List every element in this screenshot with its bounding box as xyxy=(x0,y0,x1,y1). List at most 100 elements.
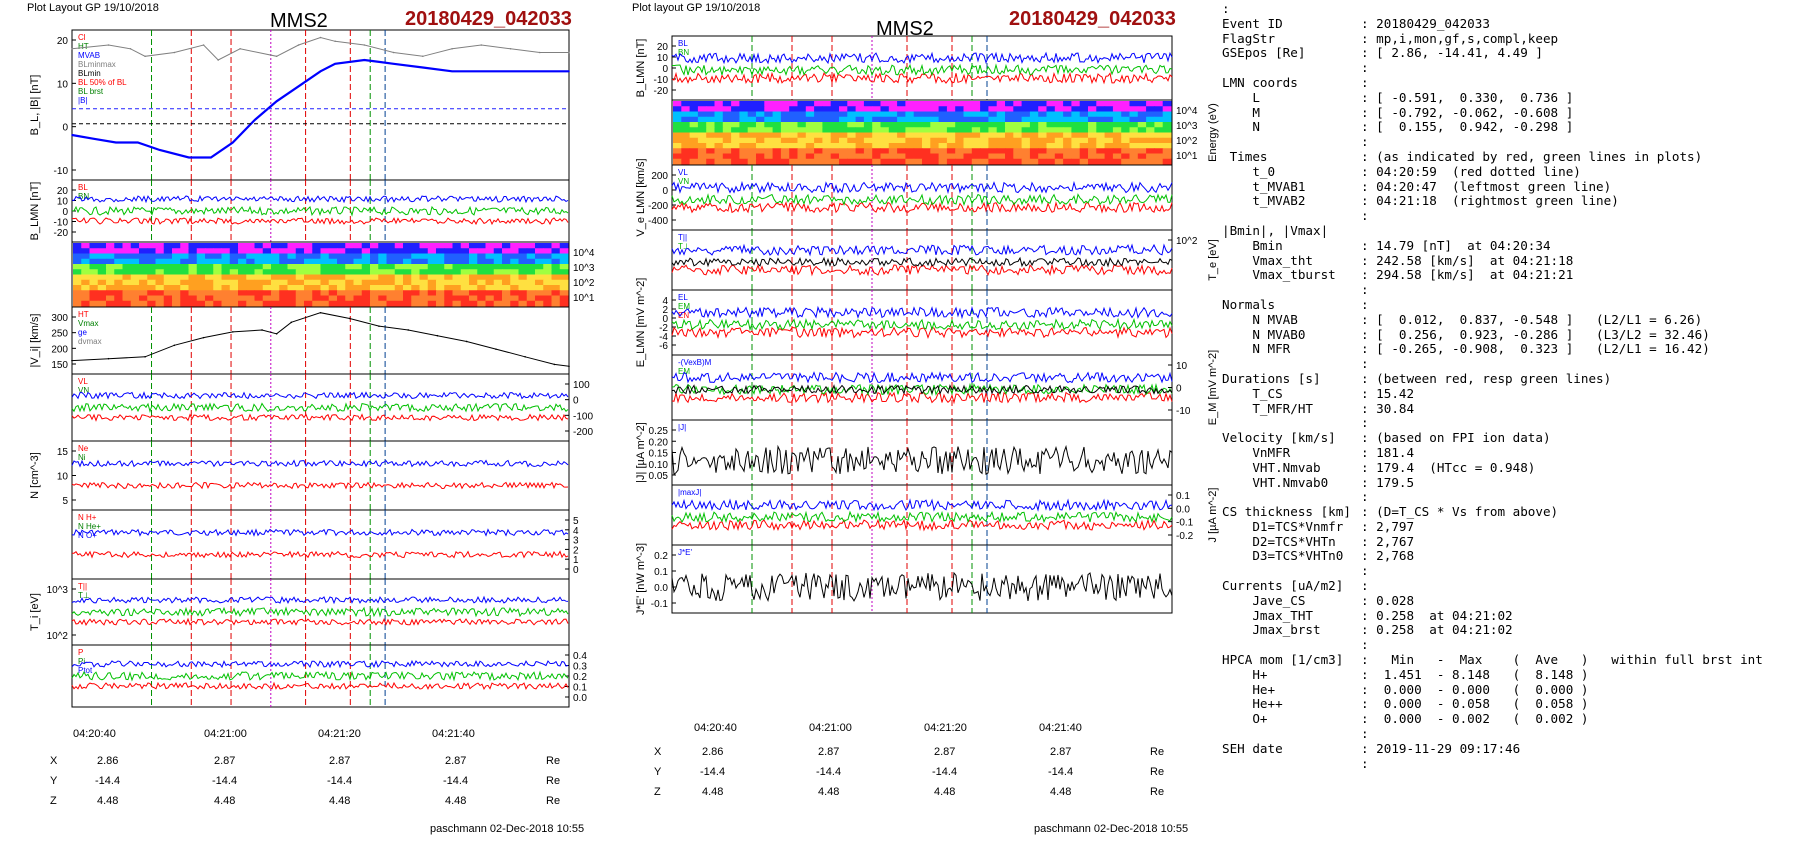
left-panel-3-spectrogram-cell xyxy=(221,274,231,281)
left-panel-3-spectrogram-cell xyxy=(205,285,214,291)
left-panel-3-spectrogram-cell xyxy=(518,279,528,286)
left-panel-3-spectrogram-cell xyxy=(155,285,165,291)
left-panel-4-data-point xyxy=(173,344,176,347)
right-panel-2-spectrogram-cell xyxy=(855,111,865,118)
right-panel-8-ytick-label: -0.1 xyxy=(1176,518,1194,529)
left-panel-3-spectrogram-cell xyxy=(485,258,495,265)
left-panel-3-spectrogram-cell xyxy=(370,290,379,296)
right-coord-x-0: 2.86 xyxy=(702,746,724,758)
summary-key: M xyxy=(1222,104,1260,120)
right-panel-2-spectrogram-cell xyxy=(1005,153,1014,160)
right-panel-2-spectrogram-cell xyxy=(971,137,981,144)
right-panel-2-spectrogram-cell xyxy=(930,137,940,144)
left-panel-3-spectrogram-cell xyxy=(271,243,280,249)
right-panel-2-spectrogram-cell xyxy=(855,153,865,160)
right-panel-2-spectrogram-cell xyxy=(1079,158,1089,165)
summary-row: Jmax_brst: 0.258 at 04:21:02 xyxy=(1222,623,1763,638)
left-panel-7-ytick-label: 2 xyxy=(573,545,579,556)
summary-row: GSEpos [Re]: [ 2.86, -14.41, 4.49 ] xyxy=(1222,45,1763,61)
left-panel-3-spectrogram-cell xyxy=(378,243,387,249)
left-panel-3-spectrogram-cell xyxy=(361,285,371,291)
right-panel-2-spectrogram-cell xyxy=(1162,132,1172,139)
right-panel-2-spectrogram-cell xyxy=(1038,137,1047,144)
right-panel-2-spectrogram-cell xyxy=(1104,101,1114,107)
right-panel-2-spectrogram-cell xyxy=(714,148,724,154)
left-panel-3-spectrogram-cell xyxy=(205,300,214,307)
left-panel-3-spectrogram-cell xyxy=(163,264,173,270)
left-panel-3-spectrogram-cell xyxy=(246,274,255,281)
right-panel-2-spectrogram-cell xyxy=(1096,132,1106,139)
left-panel-3-spectrogram-cell xyxy=(452,248,462,254)
left-panel-3-spectrogram-cell xyxy=(254,300,264,307)
left-panel-3-spectrogram-cell xyxy=(370,258,379,265)
left-panel-3-spectrogram-cell xyxy=(106,285,115,291)
summary-value: : 2,767 xyxy=(1361,533,1415,549)
left-panel-3-spectrogram-cell xyxy=(386,295,396,302)
right-panel-2-spectrogram-cell xyxy=(913,106,923,112)
right-panel-2-spectrogram-cell xyxy=(880,101,890,107)
right-panel-2-spectrogram-cell xyxy=(1096,137,1106,144)
left-panel-3-spectrogram-cell xyxy=(122,248,132,254)
left-panel-3-spectrogram-cell xyxy=(213,264,222,270)
left-coord-x-unit: Re xyxy=(546,755,561,767)
right-panel-2-spectrogram-cell xyxy=(897,122,906,128)
left-panel-9-ytick-label: 0.1 xyxy=(573,683,587,694)
left-panel-6-ylabel: N [cm^-3] xyxy=(29,452,41,499)
left-panel-3-spectrogram-cell xyxy=(139,258,148,265)
left-panel-3-spectrogram-cell xyxy=(518,258,528,265)
summary-value: : xyxy=(1361,282,1369,298)
right-panel-2-spectrogram-cell xyxy=(880,158,890,165)
left-panel-3-spectrogram-cell xyxy=(353,253,363,260)
left-panel-3-spectrogram-cell xyxy=(163,300,173,307)
left-panel-3-spectrogram-cell xyxy=(97,279,107,286)
left-panel-3-spectrogram-cell xyxy=(147,269,156,275)
right-panel-2-spectrogram-cell xyxy=(764,143,774,149)
right-panel-2-spectrogram-cell xyxy=(747,127,757,133)
left-coord-y-1: -14.4 xyxy=(212,775,238,787)
left-panel-3-spectrogram-cell xyxy=(469,285,478,291)
left-panel-3-spectrogram-cell xyxy=(271,295,280,302)
right-panel-2-spectrogram-cell xyxy=(780,127,790,133)
left-panel-3-spectrogram-cell xyxy=(205,248,214,254)
summary-key: VnMFR xyxy=(1222,444,1291,460)
left-panel-3-spectrogram-cell xyxy=(271,253,280,260)
left-panel-3-spectrogram-cell xyxy=(559,274,569,281)
summary-key: VHT.Nmvab xyxy=(1222,459,1321,475)
left-panel-3-spectrogram-cell xyxy=(543,279,552,286)
left-panel-3-spectrogram-cell xyxy=(345,274,354,281)
left-panel-3-spectrogram-cell xyxy=(337,295,346,302)
left-panel-3-spectrogram-cell xyxy=(403,253,412,260)
right-panel-8-green-line xyxy=(671,510,1173,524)
right-panel-2-spectrogram-cell xyxy=(772,132,782,139)
summary-row: N MFR: [ -0.265, -0.908, 0.323 ] (L2/L1 … xyxy=(1222,341,1763,357)
left-panel-3-spectrogram-cell xyxy=(328,300,338,307)
summary-row: He+: 0.000 - 0.000 ( 0.000 ) xyxy=(1222,682,1763,698)
left-panel-3-spectrogram-cell xyxy=(304,253,313,260)
summary-value: : xyxy=(1361,74,1369,90)
left-panel-3-spectrogram-cell xyxy=(205,269,214,275)
left-panel-3-spectrogram-cell xyxy=(419,269,429,275)
right-panel-3-legend-item: VL xyxy=(678,168,688,177)
right-panel-2-spectrogram-cell xyxy=(913,116,923,123)
left-panel-8-red-line xyxy=(71,617,569,626)
summary-key: SEH date xyxy=(1222,740,1283,756)
left-panel-6-frame xyxy=(71,440,570,511)
right-panel-2-spectrogram-cell xyxy=(971,132,981,139)
right-panel-5-blue-line xyxy=(671,305,1173,320)
left-panel-8-blue-line xyxy=(71,595,569,605)
right-panel-3-ytick-label: -400 xyxy=(648,216,668,227)
right-panel-2-spectrogram-cell xyxy=(714,143,724,149)
left-panel-3-spectrogram-cell xyxy=(262,264,272,270)
right-panel-2-spectrogram-cell xyxy=(847,122,857,128)
right-panel-2-spectrogram-cell xyxy=(689,101,699,107)
left-panel-3-spectrogram-cell xyxy=(559,279,569,286)
right-panel-2-spectrogram-cell xyxy=(797,158,807,165)
right-panel-7-black-line xyxy=(671,444,1173,476)
right-panel-2-spectrogram-cell xyxy=(1088,127,1097,133)
left-panel-3-spectrogram-cell xyxy=(559,269,569,275)
left-panel-3-spectrogram-cell xyxy=(477,274,486,281)
right-panel-2-spectrogram-cell xyxy=(772,106,782,112)
right-panel-2-spectrogram-cell xyxy=(1121,143,1130,149)
right-panel-2-spectrogram-cell xyxy=(673,106,682,112)
left-panel-3-spectrogram-cell xyxy=(163,253,173,260)
